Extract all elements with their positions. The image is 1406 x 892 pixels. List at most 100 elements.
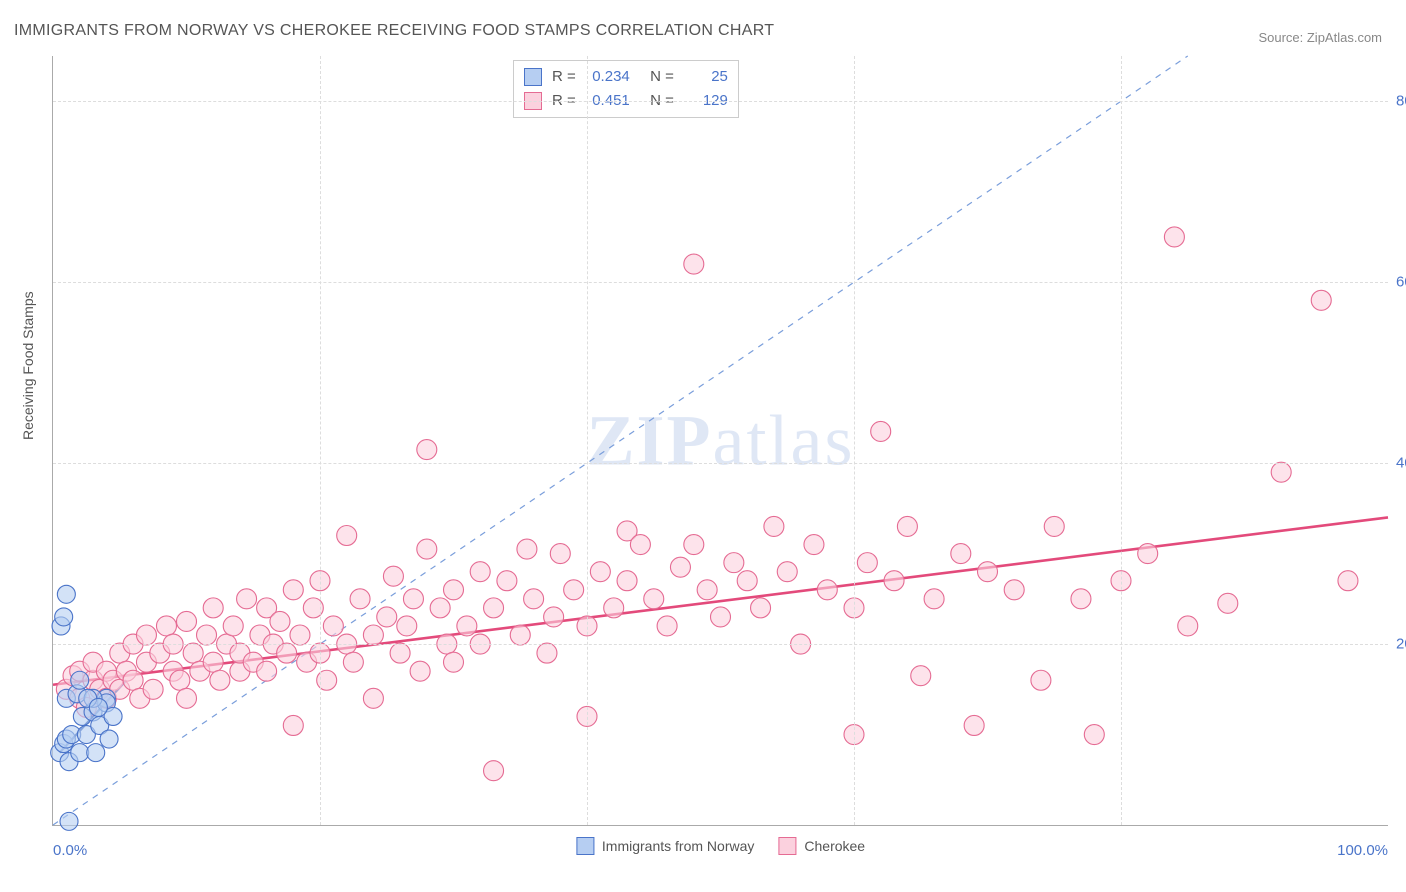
data-point <box>697 580 717 600</box>
legend-stats-box: R = 0.234 N = 25 R = 0.451 N = 129 <box>513 60 739 118</box>
data-point <box>924 589 944 609</box>
data-point <box>644 589 664 609</box>
data-point <box>350 589 370 609</box>
data-point <box>497 571 517 591</box>
data-point <box>684 535 704 555</box>
data-point <box>1164 227 1184 247</box>
data-point <box>1084 725 1104 745</box>
data-point <box>277 643 297 663</box>
data-point <box>60 812 78 830</box>
r-label: R = <box>552 65 576 89</box>
legend-swatch-norway <box>576 837 594 855</box>
data-point <box>290 625 310 645</box>
data-point <box>470 562 490 582</box>
data-point <box>444 580 464 600</box>
data-point <box>197 625 217 645</box>
data-point <box>1271 462 1291 482</box>
data-point <box>57 585 75 603</box>
data-point <box>804 535 824 555</box>
data-point <box>323 616 343 636</box>
data-point <box>55 608 73 626</box>
data-point <box>257 661 277 681</box>
data-point <box>410 661 430 681</box>
data-point <box>363 688 383 708</box>
data-point <box>457 616 477 636</box>
data-point <box>403 589 423 609</box>
ytick-label: 40.0% <box>1396 455 1406 472</box>
data-point <box>777 562 797 582</box>
data-point <box>363 625 383 645</box>
data-point <box>724 553 744 573</box>
data-point <box>71 744 89 762</box>
legend-swatch-norway <box>524 68 542 86</box>
data-point <box>817 580 837 600</box>
source-attribution: Source: ZipAtlas.com <box>1258 30 1382 45</box>
gridline-v <box>320 56 321 825</box>
data-point <box>1044 516 1064 536</box>
data-point <box>871 421 891 441</box>
gridline-h <box>53 101 1388 102</box>
gridline-h <box>53 644 1388 645</box>
data-point <box>87 744 105 762</box>
data-point <box>390 643 410 663</box>
gridline-v <box>1121 56 1122 825</box>
data-point <box>484 598 504 618</box>
data-point <box>223 616 243 636</box>
gridline-v <box>587 56 588 825</box>
data-point <box>1311 290 1331 310</box>
data-point <box>550 544 570 564</box>
data-point <box>203 652 223 672</box>
data-point <box>383 566 403 586</box>
data-point <box>283 715 303 735</box>
data-point <box>524 589 544 609</box>
chart-canvas <box>53 56 1388 825</box>
legend-item-cherokee: Cherokee <box>778 837 865 855</box>
data-point <box>857 553 877 573</box>
data-point <box>1178 616 1198 636</box>
data-point <box>737 571 757 591</box>
data-point <box>657 616 677 636</box>
ytick-label: 20.0% <box>1396 636 1406 653</box>
data-point <box>136 625 156 645</box>
data-point <box>1218 593 1238 613</box>
data-point <box>417 440 437 460</box>
legend-swatch-cherokee <box>778 837 796 855</box>
data-point <box>711 607 731 627</box>
data-point <box>143 679 163 699</box>
data-point <box>764 516 784 536</box>
data-point <box>156 616 176 636</box>
data-point <box>564 580 584 600</box>
bottom-legend: Immigrants from Norway Cherokee <box>576 837 865 855</box>
data-point <box>237 589 257 609</box>
data-point <box>1071 589 1091 609</box>
data-point <box>1138 544 1158 564</box>
data-point <box>1004 580 1024 600</box>
data-point <box>100 730 118 748</box>
data-point <box>751 598 771 618</box>
gridline-v <box>854 56 855 825</box>
xtick-label: 100.0% <box>1337 842 1388 859</box>
data-point <box>177 688 197 708</box>
data-point <box>89 698 107 716</box>
r-value-norway: 0.234 <box>582 65 630 89</box>
gridline-h <box>53 282 1388 283</box>
data-point <box>617 571 637 591</box>
legend-stats-row-norway: R = 0.234 N = 25 <box>524 65 728 89</box>
data-point <box>1031 670 1051 690</box>
ytick-label: 80.0% <box>1396 93 1406 110</box>
data-point <box>170 670 190 690</box>
data-point <box>670 557 690 577</box>
data-point <box>978 562 998 582</box>
data-point <box>71 671 89 689</box>
legend-label-cherokee: Cherokee <box>804 838 865 854</box>
data-point <box>417 539 437 559</box>
data-point <box>590 562 610 582</box>
n-label: N = <box>650 65 674 89</box>
data-point <box>183 643 203 663</box>
data-point <box>884 571 904 591</box>
data-point <box>343 652 363 672</box>
data-point <box>377 607 397 627</box>
data-point <box>604 598 624 618</box>
legend-label-norway: Immigrants from Norway <box>602 838 754 854</box>
data-point <box>397 616 417 636</box>
